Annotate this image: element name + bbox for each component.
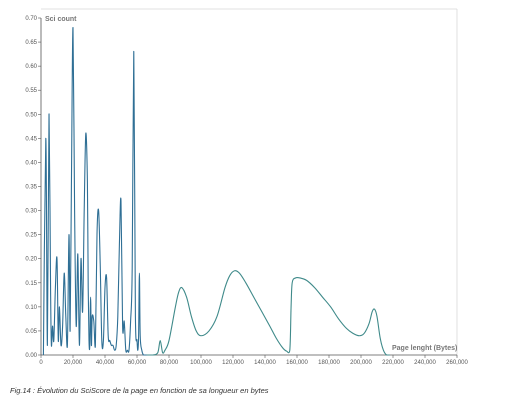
x-tick-label: 140,000 <box>254 360 276 366</box>
y-tick-label: 0.60 <box>25 64 37 70</box>
y-tick-label: 0.70 <box>25 16 37 22</box>
x-axis-title: Page lenght (Bytes) <box>392 345 457 352</box>
y-tick-label: 0.50 <box>25 112 37 118</box>
y-tick-label: 0.00 <box>25 353 37 359</box>
x-axis: 0 20,000 40,000 60,000 80,000 100,000 120,000 1… <box>39 354 469 366</box>
figure-caption: Fig.14 : Évolution du SciScore de la pag… <box>10 386 269 395</box>
x-tick-label: 220,000 <box>382 360 404 366</box>
x-tick-label: 40,000 <box>96 360 115 366</box>
x-tick-label: 180,000 <box>318 360 340 366</box>
series-line-1 <box>42 27 147 356</box>
x-tick-label: 260,000 <box>446 360 468 366</box>
y-tick-label: 0.65 <box>25 40 37 46</box>
x-tick-label: 200,000 <box>350 360 372 366</box>
y-tick-label: 0.35 <box>25 185 37 191</box>
x-tick-label: 0 <box>39 360 43 366</box>
x-tick-label: 80,000 <box>160 360 179 366</box>
x-tick-label: 60,000 <box>128 360 147 366</box>
x-tick-label: 120,000 <box>222 360 244 366</box>
y-axis-title: Sci count <box>45 16 77 23</box>
y-axis: 0.00 0.05 0.10 0.15 0.20 0.25 0.30 0.35 0.40 0.45… <box>25 16 42 359</box>
y-tick-label: 0.45 <box>25 136 37 142</box>
series-line-2 <box>146 270 390 356</box>
y-tick-label: 0.55 <box>25 88 37 94</box>
y-tick-label: 0.15 <box>25 281 37 287</box>
y-tick-label: 0.10 <box>25 305 37 311</box>
x-tick-label: 100,000 <box>190 360 212 366</box>
y-tick-label: 0.25 <box>25 233 37 239</box>
series-group <box>42 27 390 356</box>
x-tick-label: 20,000 <box>64 360 83 366</box>
y-tick-label: 0.05 <box>25 329 37 335</box>
y-tick-label: 0.20 <box>25 257 37 263</box>
y-tick-label: 0.40 <box>25 160 37 166</box>
x-tick-label: 160,000 <box>286 360 308 366</box>
x-tick-label: 240,000 <box>414 360 436 366</box>
y-tick-label: 0.30 <box>25 209 37 215</box>
